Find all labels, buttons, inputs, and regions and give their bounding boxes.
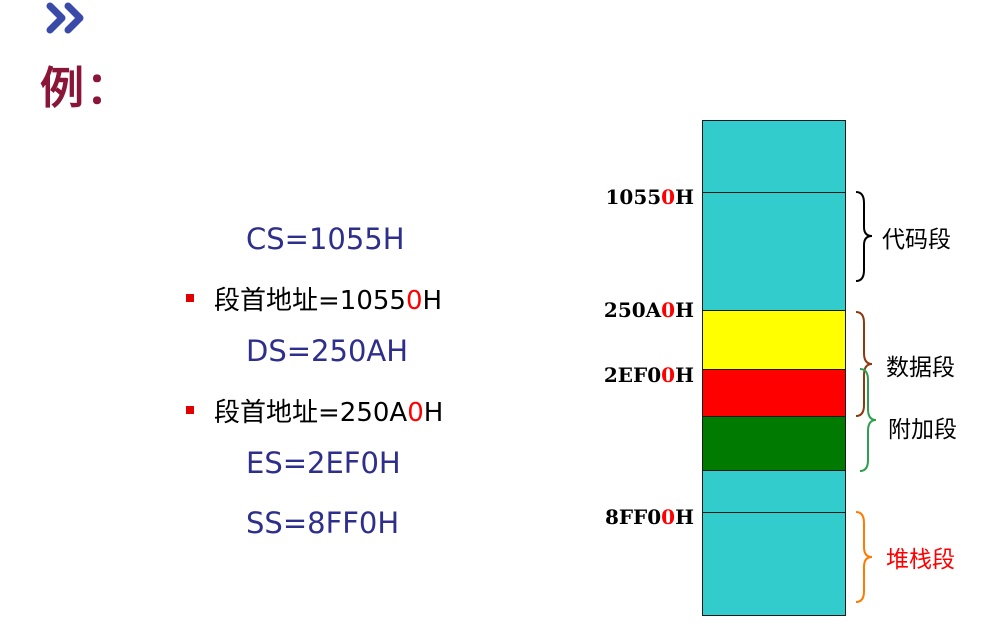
address-label-code: 10550H	[605, 185, 695, 209]
bullet-icon	[186, 294, 194, 302]
segment-label-code: 代码段	[882, 227, 951, 253]
ds-segment-base-address: 段首地址=250A0H	[214, 398, 444, 428]
segment-label-extra: 附加段	[888, 417, 957, 443]
page-title: 例：	[40, 63, 132, 114]
memory-block-stack-segment	[702, 512, 846, 616]
memory-block-data-extra-overlap	[702, 369, 846, 417]
segment-braces	[855, 191, 877, 603]
memory-block-above-code	[702, 120, 846, 193]
address-label-stack: 8FF00H	[604, 505, 694, 529]
double-chevron-right-icon	[46, 2, 84, 34]
memory-block-extra-segment	[702, 416, 846, 471]
ds-register: DS=250AH	[246, 334, 409, 368]
cs-segment-base-address: 段首地址=10550H	[214, 286, 443, 316]
memory-block-code-segment	[702, 192, 846, 311]
segment-label-stack: 堆栈段	[886, 547, 955, 573]
brace-stack-segment	[855, 511, 873, 603]
memory-block-gap	[702, 470, 846, 513]
brace-data-segment	[855, 311, 873, 417]
brace-extra-segment	[859, 368, 877, 472]
cs-register: CS=1055H	[246, 222, 405, 256]
brace-code-segment	[855, 191, 873, 282]
bullet-icon	[186, 406, 194, 414]
address-label-extra: 2EF00H	[603, 363, 694, 387]
segment-label-data: 数据段	[886, 355, 955, 381]
ss-register: SS=8FF0H	[246, 506, 400, 540]
es-register: ES=2EF0H	[246, 446, 401, 480]
address-label-data: 250A0H	[603, 298, 694, 322]
memory-block-data-segment	[702, 310, 846, 370]
